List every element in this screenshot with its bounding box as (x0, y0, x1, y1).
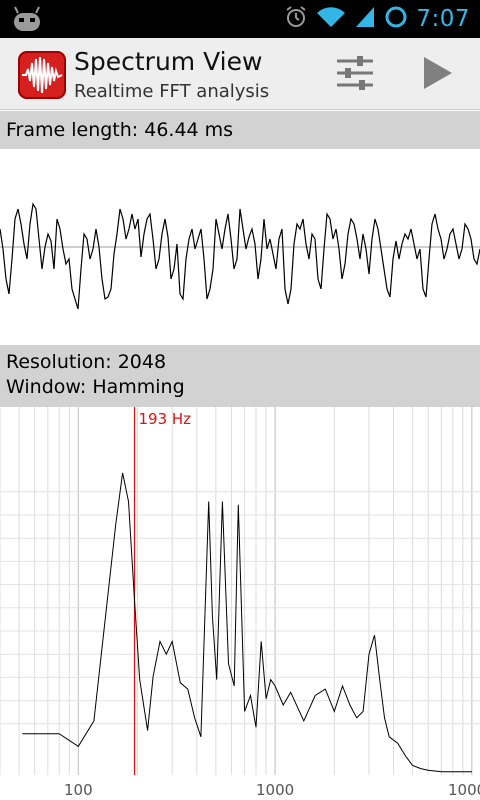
app-subtitle: Realtime FFT analysis (74, 81, 270, 102)
settings-sliders-icon (335, 53, 375, 97)
x-tick-label: 10000 (448, 781, 480, 799)
action-bar: Spectrum View Realtime FFT analysis (0, 38, 480, 110)
cell-signal-icon (354, 5, 376, 33)
settings-button[interactable] (330, 50, 380, 100)
status-bar: 7:07 (0, 0, 480, 38)
spectrum-trace (22, 472, 472, 773)
spectrum-chart: 193 Hz 100 1000 10000 (0, 407, 480, 799)
frame-length-text: Frame length: 46.44 ms (6, 119, 234, 141)
waveform-view (0, 149, 480, 345)
play-button[interactable] (412, 50, 462, 100)
waveform-trace (0, 202, 480, 310)
battery-ring-icon (384, 5, 408, 33)
app-title: Spectrum View (74, 47, 263, 76)
wifi-icon (316, 5, 346, 33)
peak-frequency-label: 193 Hz (138, 410, 191, 428)
resolution-text: Resolution: 2048 (6, 351, 167, 373)
alarm-icon (284, 5, 308, 33)
frame-length-bar: Frame length: 46.44 ms (0, 111, 480, 149)
fft-info-bar: Resolution: 2048 Window: Hamming (0, 345, 480, 407)
x-tick-label: 100 (64, 781, 93, 799)
android-robot-icon (12, 5, 42, 33)
app-logo-icon (18, 51, 66, 99)
clock: 7:07 (416, 6, 470, 32)
play-icon (420, 55, 454, 95)
spectrum-view: 193 Hz 100 1000 10000 (0, 407, 480, 800)
x-tick-label: 1000 (256, 781, 294, 799)
window-text: Window: Hamming (6, 376, 185, 398)
